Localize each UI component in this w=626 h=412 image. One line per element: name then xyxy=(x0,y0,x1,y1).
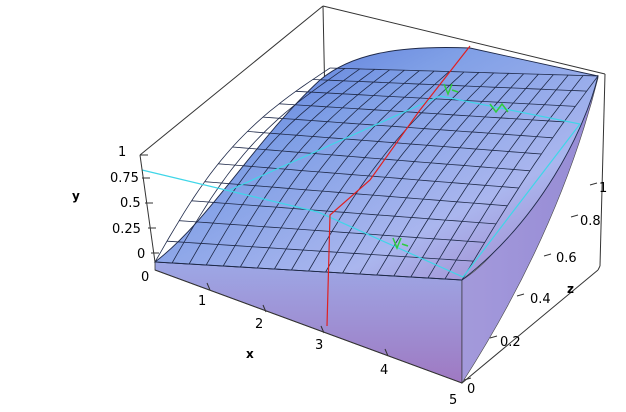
y-tick-label: 0 xyxy=(137,247,145,262)
x-tick-label: 1 xyxy=(198,294,206,309)
y-tick-label: 0.5 xyxy=(120,196,141,211)
mesh-line-z xyxy=(312,79,587,92)
mesh-line-z xyxy=(166,240,474,262)
mesh-line-z xyxy=(218,163,519,189)
mesh-line-z xyxy=(154,261,463,281)
z-tick-label: 0.6 xyxy=(556,251,577,266)
z-tick-label: 0.4 xyxy=(530,292,551,307)
y-tick-label: 0 xyxy=(141,270,149,285)
x-tick-label: 3 xyxy=(315,338,323,353)
z-tick-label: 0.8 xyxy=(580,214,601,229)
z-tick-label: 0.2 xyxy=(500,335,521,350)
x-tick-label: 2 xyxy=(255,317,263,332)
y-tick-label: 0.75 xyxy=(110,171,139,186)
x-axis-label: x xyxy=(246,347,254,361)
surface-mesh xyxy=(154,67,599,281)
x-axis: 1 2 3 4 5 x xyxy=(198,282,457,408)
surface-front-face xyxy=(154,261,463,384)
mesh-line-z xyxy=(179,220,485,243)
green-markers xyxy=(392,83,509,251)
y-axis: 1 0.75 0.5 0.25 0 0 y xyxy=(72,145,159,285)
mesh-line-z xyxy=(232,146,531,172)
z-tick-label: 1 xyxy=(599,181,607,196)
y-axis-label: y xyxy=(72,189,80,203)
bounding-box-front xyxy=(139,154,601,384)
mesh-line-z xyxy=(204,181,508,207)
red-line xyxy=(326,45,471,327)
cyan-contour-line xyxy=(141,95,582,278)
z-tick-label: 0 xyxy=(467,382,475,397)
y-tick-label: 0.25 xyxy=(112,222,141,237)
mesh-line-z xyxy=(279,103,565,123)
mesh-line-z xyxy=(191,200,497,225)
mesh-line-z xyxy=(247,131,542,155)
mesh-line-z xyxy=(329,67,599,77)
x-tick-label: 4 xyxy=(380,363,388,378)
z-axis-label: z xyxy=(567,282,574,296)
y-tick-label: 1 xyxy=(118,145,126,160)
z-axis: 0 0.2 0.4 0.6 0.8 1 z xyxy=(463,181,607,397)
mesh-line-z xyxy=(295,90,576,107)
x-tick-label: 5 xyxy=(449,393,457,408)
